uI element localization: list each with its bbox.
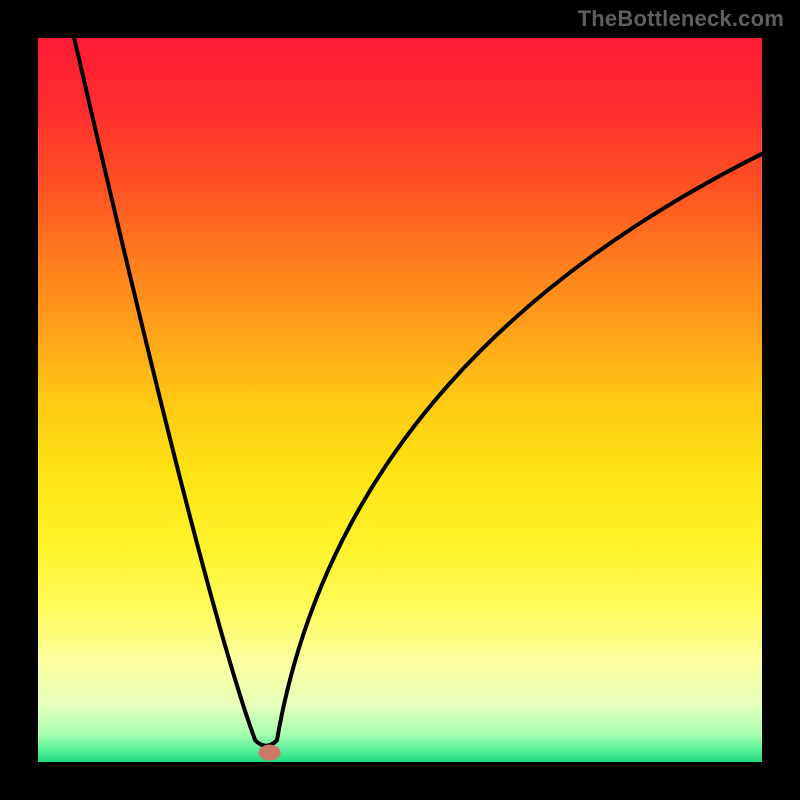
vertex-marker (259, 745, 281, 761)
gradient-background (38, 38, 762, 762)
chart-frame: TheBottleneck.com (0, 0, 800, 800)
plot-area (38, 38, 762, 762)
watermark-text: TheBottleneck.com (578, 6, 784, 32)
chart-svg (38, 38, 762, 762)
